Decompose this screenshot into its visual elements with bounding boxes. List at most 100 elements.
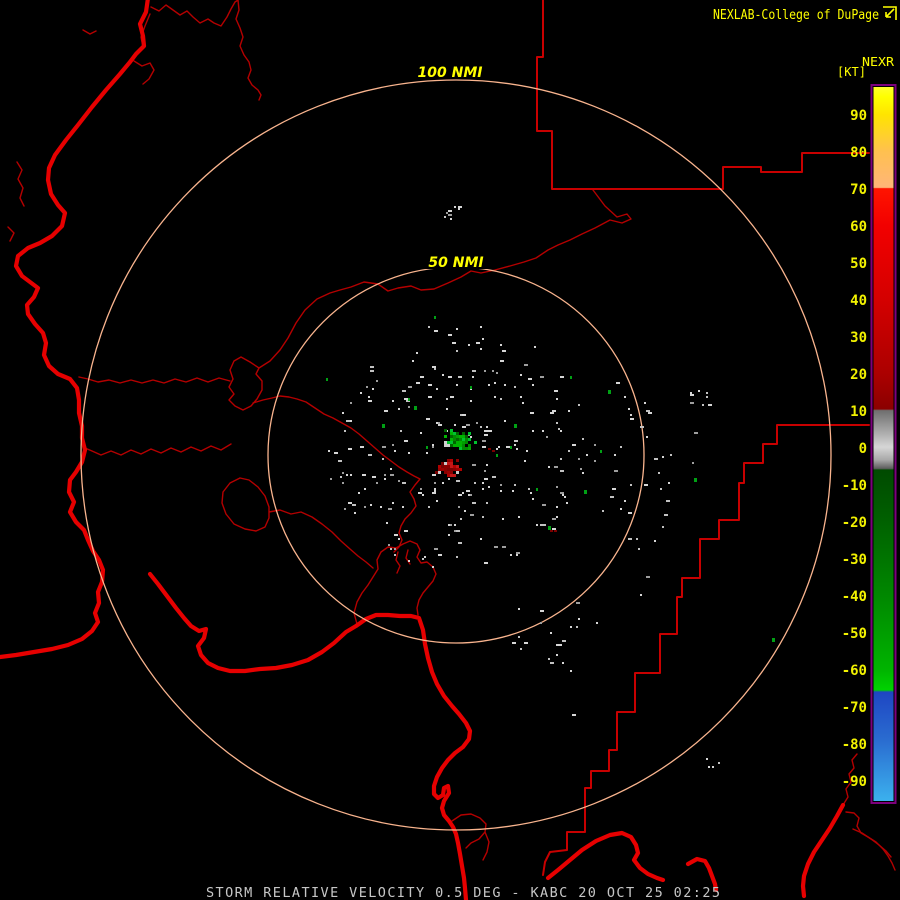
arrow-box-icon bbox=[883, 6, 897, 20]
velocity-pixel bbox=[450, 471, 453, 474]
radar-speckle bbox=[442, 482, 444, 484]
velocity-pixel bbox=[450, 444, 453, 447]
radar-speckle bbox=[480, 348, 482, 350]
radar-speckle bbox=[500, 360, 504, 362]
radar-speckle bbox=[434, 490, 436, 492]
radar-speckle bbox=[550, 412, 554, 414]
radar-speckle bbox=[428, 326, 430, 328]
radar-speckle bbox=[484, 430, 488, 432]
radar-speckle bbox=[552, 410, 556, 412]
radar-speckle bbox=[484, 470, 486, 472]
radar-speckle bbox=[426, 452, 428, 454]
radar-speckle bbox=[446, 212, 448, 214]
radar-speckle bbox=[540, 622, 542, 624]
radar-speckle bbox=[564, 496, 566, 498]
radar-speckle bbox=[552, 528, 556, 530]
radar-speckle bbox=[388, 508, 392, 510]
velocity-pixel bbox=[465, 435, 468, 438]
radar-speckle bbox=[520, 648, 522, 650]
radar-speckle bbox=[442, 374, 444, 376]
radar-speckle bbox=[502, 350, 506, 352]
radar-speckle bbox=[462, 492, 464, 494]
radar-speckle bbox=[670, 454, 672, 456]
radar-speckle bbox=[556, 516, 558, 518]
site-title: NEXLAB-College of DuPage bbox=[713, 8, 879, 23]
radar-speckle bbox=[658, 472, 660, 474]
radar-speckle bbox=[360, 392, 362, 394]
radar-speckle bbox=[408, 406, 410, 408]
velocity-pixel bbox=[456, 468, 459, 471]
velocity-pixel bbox=[462, 441, 465, 444]
velocity-pixel bbox=[456, 438, 459, 441]
velocity-pixel bbox=[450, 459, 453, 462]
radar-speckle bbox=[486, 464, 488, 466]
velocity-pixel bbox=[456, 435, 459, 438]
radar-speckle bbox=[426, 418, 430, 420]
radar-speckle bbox=[518, 516, 520, 518]
radar-speckle bbox=[486, 426, 488, 428]
radar-speckle bbox=[546, 436, 548, 438]
radar-speckle bbox=[432, 444, 434, 446]
radar-speckle bbox=[452, 342, 456, 344]
radar-speckle bbox=[516, 448, 518, 450]
radar-speckle bbox=[648, 412, 652, 414]
velocity-pixel bbox=[441, 462, 444, 465]
scale-tick-label: -70 bbox=[842, 700, 867, 716]
radar-speckle bbox=[556, 506, 558, 508]
radar-speckle bbox=[364, 488, 366, 490]
radar-speckle bbox=[494, 396, 496, 398]
radar-speckle bbox=[520, 396, 522, 398]
radar-speckle bbox=[404, 440, 408, 442]
radar-speckle bbox=[514, 444, 516, 446]
radar-speckle bbox=[586, 454, 588, 456]
scale-tick-label: 30 bbox=[850, 330, 867, 346]
radar-speckle bbox=[350, 402, 352, 404]
radar-speckle bbox=[458, 208, 460, 210]
radar-speckle bbox=[536, 524, 538, 526]
scale-tick-label: -10 bbox=[842, 478, 867, 494]
radar-speckle bbox=[444, 216, 446, 218]
radar-speckle bbox=[434, 482, 436, 484]
radar-speckle bbox=[524, 364, 528, 366]
radar-speckle bbox=[470, 494, 472, 496]
radar-speckle bbox=[328, 450, 330, 452]
product-code-label: NEXR bbox=[862, 54, 894, 69]
radar-speckle bbox=[372, 388, 374, 390]
radar-speckle bbox=[502, 518, 504, 520]
velocity-pixel bbox=[444, 471, 447, 474]
radar-speckle bbox=[482, 488, 484, 490]
units-label: [KT] bbox=[837, 64, 866, 79]
radar-speckle bbox=[560, 430, 562, 432]
radar-speckle bbox=[624, 396, 626, 398]
radar-speckle bbox=[654, 458, 658, 460]
ring-label-mask bbox=[411, 63, 489, 79]
radar-speckle bbox=[596, 622, 598, 624]
radar-speckle bbox=[382, 458, 384, 460]
radar-speckle bbox=[554, 466, 558, 468]
radar-speckle bbox=[372, 476, 376, 478]
radar-speckle bbox=[644, 402, 646, 404]
velocity-pixel bbox=[441, 468, 444, 471]
radar-speckle bbox=[492, 370, 494, 372]
radar-speckle bbox=[630, 414, 632, 416]
radar-speckle bbox=[454, 524, 456, 526]
radar-speckle bbox=[394, 548, 396, 550]
ring-label-mask bbox=[422, 253, 490, 269]
radar-speckle bbox=[432, 492, 434, 494]
radar-speckle bbox=[628, 408, 630, 410]
radar-speckle bbox=[578, 618, 580, 620]
radar-speckle bbox=[702, 404, 704, 406]
velocity-pixel bbox=[447, 465, 450, 468]
radar-speckle bbox=[448, 534, 450, 536]
scale-tick-label: 60 bbox=[850, 219, 867, 235]
header: NEXLAB-College of DuPage NEXR [KT] bbox=[713, 6, 897, 79]
radar-speckle bbox=[608, 390, 611, 394]
radar-speckle bbox=[420, 376, 424, 378]
velocity-pixel bbox=[438, 471, 441, 474]
radar-speckle bbox=[450, 524, 452, 526]
radar-speckle bbox=[488, 430, 492, 432]
radar-speckle bbox=[482, 482, 484, 484]
radar-speckle bbox=[408, 386, 412, 388]
radar-speckle bbox=[496, 372, 498, 374]
